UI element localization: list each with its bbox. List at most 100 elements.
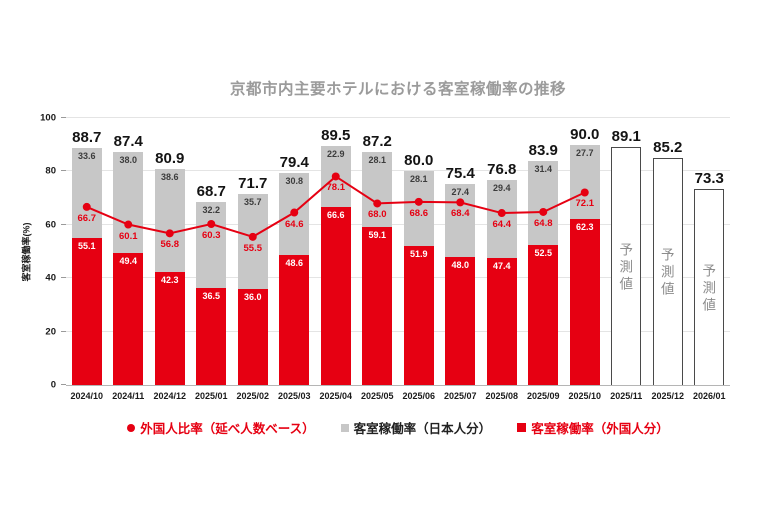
legend-item-japanese-occupancy: 客室稼働率（日本人分） (340, 418, 492, 437)
y-tick-mark (61, 277, 66, 279)
gridline (66, 117, 730, 118)
bar-group: 88.7 55.1 33.6 (66, 118, 108, 385)
foreign-segment-value: 52.5 (534, 247, 553, 258)
total-value-label: 75.4 (445, 164, 475, 182)
x-tick-label: 2025/12 (651, 391, 685, 401)
foreigner-ratio-value: 66.7 (77, 212, 97, 224)
japanese-segment-value: 27.4 (451, 186, 470, 197)
x-axis-labels: 2024/10 2024/11 2024/12 2025/01 2025/02 2025/… (66, 391, 730, 401)
forecast-text-char: 予 (619, 242, 634, 258)
forecast-text-char: 値 (661, 281, 675, 297)
total-value-label: 73.3 (694, 170, 724, 188)
total-value-label: 88.7 (72, 129, 102, 147)
japanese-segment-value: 29.4 (492, 182, 511, 193)
bar-foreign-segment: 48.0 (445, 256, 476, 385)
foreign-segment-value: 48.0 (451, 259, 470, 270)
occupancy-rate-chart: 京都市内主要ホテルにおける客室稼働率の推移 客室稼働率(%) 0 20 40 60 80… (22, 78, 754, 437)
y-tick-label: 0 (50, 379, 56, 391)
x-tick-label: 2025/06 (402, 391, 436, 401)
japanese-segment-value: 22.9 (326, 149, 345, 160)
total-value-label: 85.2 (653, 138, 683, 156)
foreign-segment-value: 36.0 (243, 291, 262, 302)
bar-group: 85.2 予測値 (647, 118, 689, 385)
line-series-circle-marker-icon (127, 423, 136, 432)
x-tick-label: 2024/11 (112, 391, 145, 401)
gridline (66, 330, 730, 332)
foreign-segment-value: 48.6 (285, 258, 304, 269)
forecast-value-text: 予測値 (661, 246, 675, 297)
forecast-value-text: 予測値 (703, 262, 717, 313)
japanese-series-square-marker-icon (340, 423, 349, 432)
bar-foreign-segment: 36.0 (237, 288, 268, 385)
foreigner-ratio-value: 68.4 (451, 208, 470, 220)
bar-group: 87.2 59.1 28.1 (357, 118, 399, 385)
gridline (66, 277, 730, 279)
x-tick-label: 2024/12 (153, 391, 187, 401)
foreign-segment-value: 42.3 (160, 275, 179, 286)
chart-title: 京都市内主要ホテルにおける客室稼働率の推移 (229, 81, 566, 98)
y-tick-mark (61, 223, 66, 225)
legend-item-foreign-occupancy: 客室稼働率（外国人分） (517, 418, 669, 437)
japanese-segment-value: 35.7 (243, 196, 262, 207)
bar-foreign-segment: 52.5 (528, 244, 559, 385)
bar-japanese-segment: 32.2 (196, 201, 227, 288)
total-value-label: 79.4 (279, 154, 309, 172)
foreigner-ratio-value: 64.8 (534, 217, 553, 229)
foreigner-ratio-value: 72.1 (575, 198, 595, 210)
y-tick-mark (61, 170, 66, 172)
y-axis-title: 客室稼働率(%) (21, 222, 32, 281)
total-value-label: 90.0 (570, 125, 600, 143)
x-tick-label: 2025/04 (319, 391, 353, 401)
foreign-segment-value: 49.4 (119, 256, 138, 267)
bar-foreign-segment: 42.3 (154, 272, 185, 385)
bar-foreign-segment: 49.4 (113, 253, 144, 385)
y-tick-label: 100 (40, 112, 56, 124)
bar-foreign-segment: 47.4 (486, 258, 517, 385)
y-tick-mark (61, 117, 66, 118)
x-tick-label: 2025/02 (236, 391, 270, 401)
bar-foreign-segment: 55.1 (71, 237, 102, 385)
forecast-bar: 予測値 (652, 157, 683, 385)
total-value-label: 87.4 (113, 132, 143, 150)
japanese-segment-value: 38.0 (119, 154, 138, 165)
bar-japanese-segment: 31.4 (528, 161, 559, 245)
bar-group: 75.4 48.0 27.4 (440, 118, 482, 385)
y-tick-mark (61, 384, 66, 385)
japanese-segment-value: 38.6 (160, 172, 179, 183)
total-value-label: 76.8 (487, 160, 517, 178)
japanese-segment-value: 28.1 (368, 155, 387, 166)
x-tick-label: 2026/01 (692, 391, 726, 401)
foreigner-ratio-value: 68.6 (409, 207, 429, 219)
bar-japanese-segment: 35.7 (237, 193, 268, 289)
foreign-segment-value: 51.9 (409, 249, 428, 260)
x-tick-label: 2024/10 (70, 391, 104, 401)
y-tick-label: 40 (45, 272, 56, 284)
bar-group: 89.5 66.6 22.9 (315, 118, 357, 385)
foreigner-ratio-value: 56.8 (160, 239, 180, 251)
foreigner-ratio-value: 60.1 (119, 230, 138, 242)
forecast-bar: 予測値 (694, 189, 725, 385)
y-tick-label: 60 (45, 219, 56, 231)
y-tick-label: 80 (45, 165, 56, 177)
total-value-label: 89.1 (611, 128, 641, 146)
bar-foreign-segment: 66.6 (320, 207, 351, 385)
legend: 外国人比率（延べ人数ベース） 客室稼働率（日本人分） 客室稼働率（外国人分） (66, 418, 730, 437)
total-value-label: 80.9 (155, 150, 185, 167)
forecast-bar: 予測値 (611, 147, 642, 385)
forecast-text-char: 値 (702, 297, 717, 313)
bar-foreign-segment: 62.3 (569, 218, 600, 385)
total-value-label: 83.9 (528, 142, 558, 159)
x-tick-label: 2025/11 (610, 391, 643, 401)
bar-foreign-segment: 51.9 (403, 246, 434, 385)
japanese-segment-value: 27.7 (575, 147, 594, 158)
bar-group: 90.0 62.3 27.7 (564, 118, 606, 385)
bar-group: 73.3 予測値 (689, 118, 731, 385)
bar-group: 89.1 予測値 (606, 118, 648, 385)
total-value-label: 71.7 (238, 174, 268, 192)
legend-label-japanese-occupancy: 客室稼働率（日本人分） (353, 422, 492, 436)
bar-group: 76.8 47.4 29.4 (481, 118, 523, 385)
bar-group: 80.0 51.9 28.1 (398, 118, 440, 385)
foreign-segment-value: 55.1 (77, 240, 96, 251)
bar-foreign-segment: 36.5 (196, 287, 227, 385)
x-tick-label: 2025/03 (277, 391, 311, 401)
